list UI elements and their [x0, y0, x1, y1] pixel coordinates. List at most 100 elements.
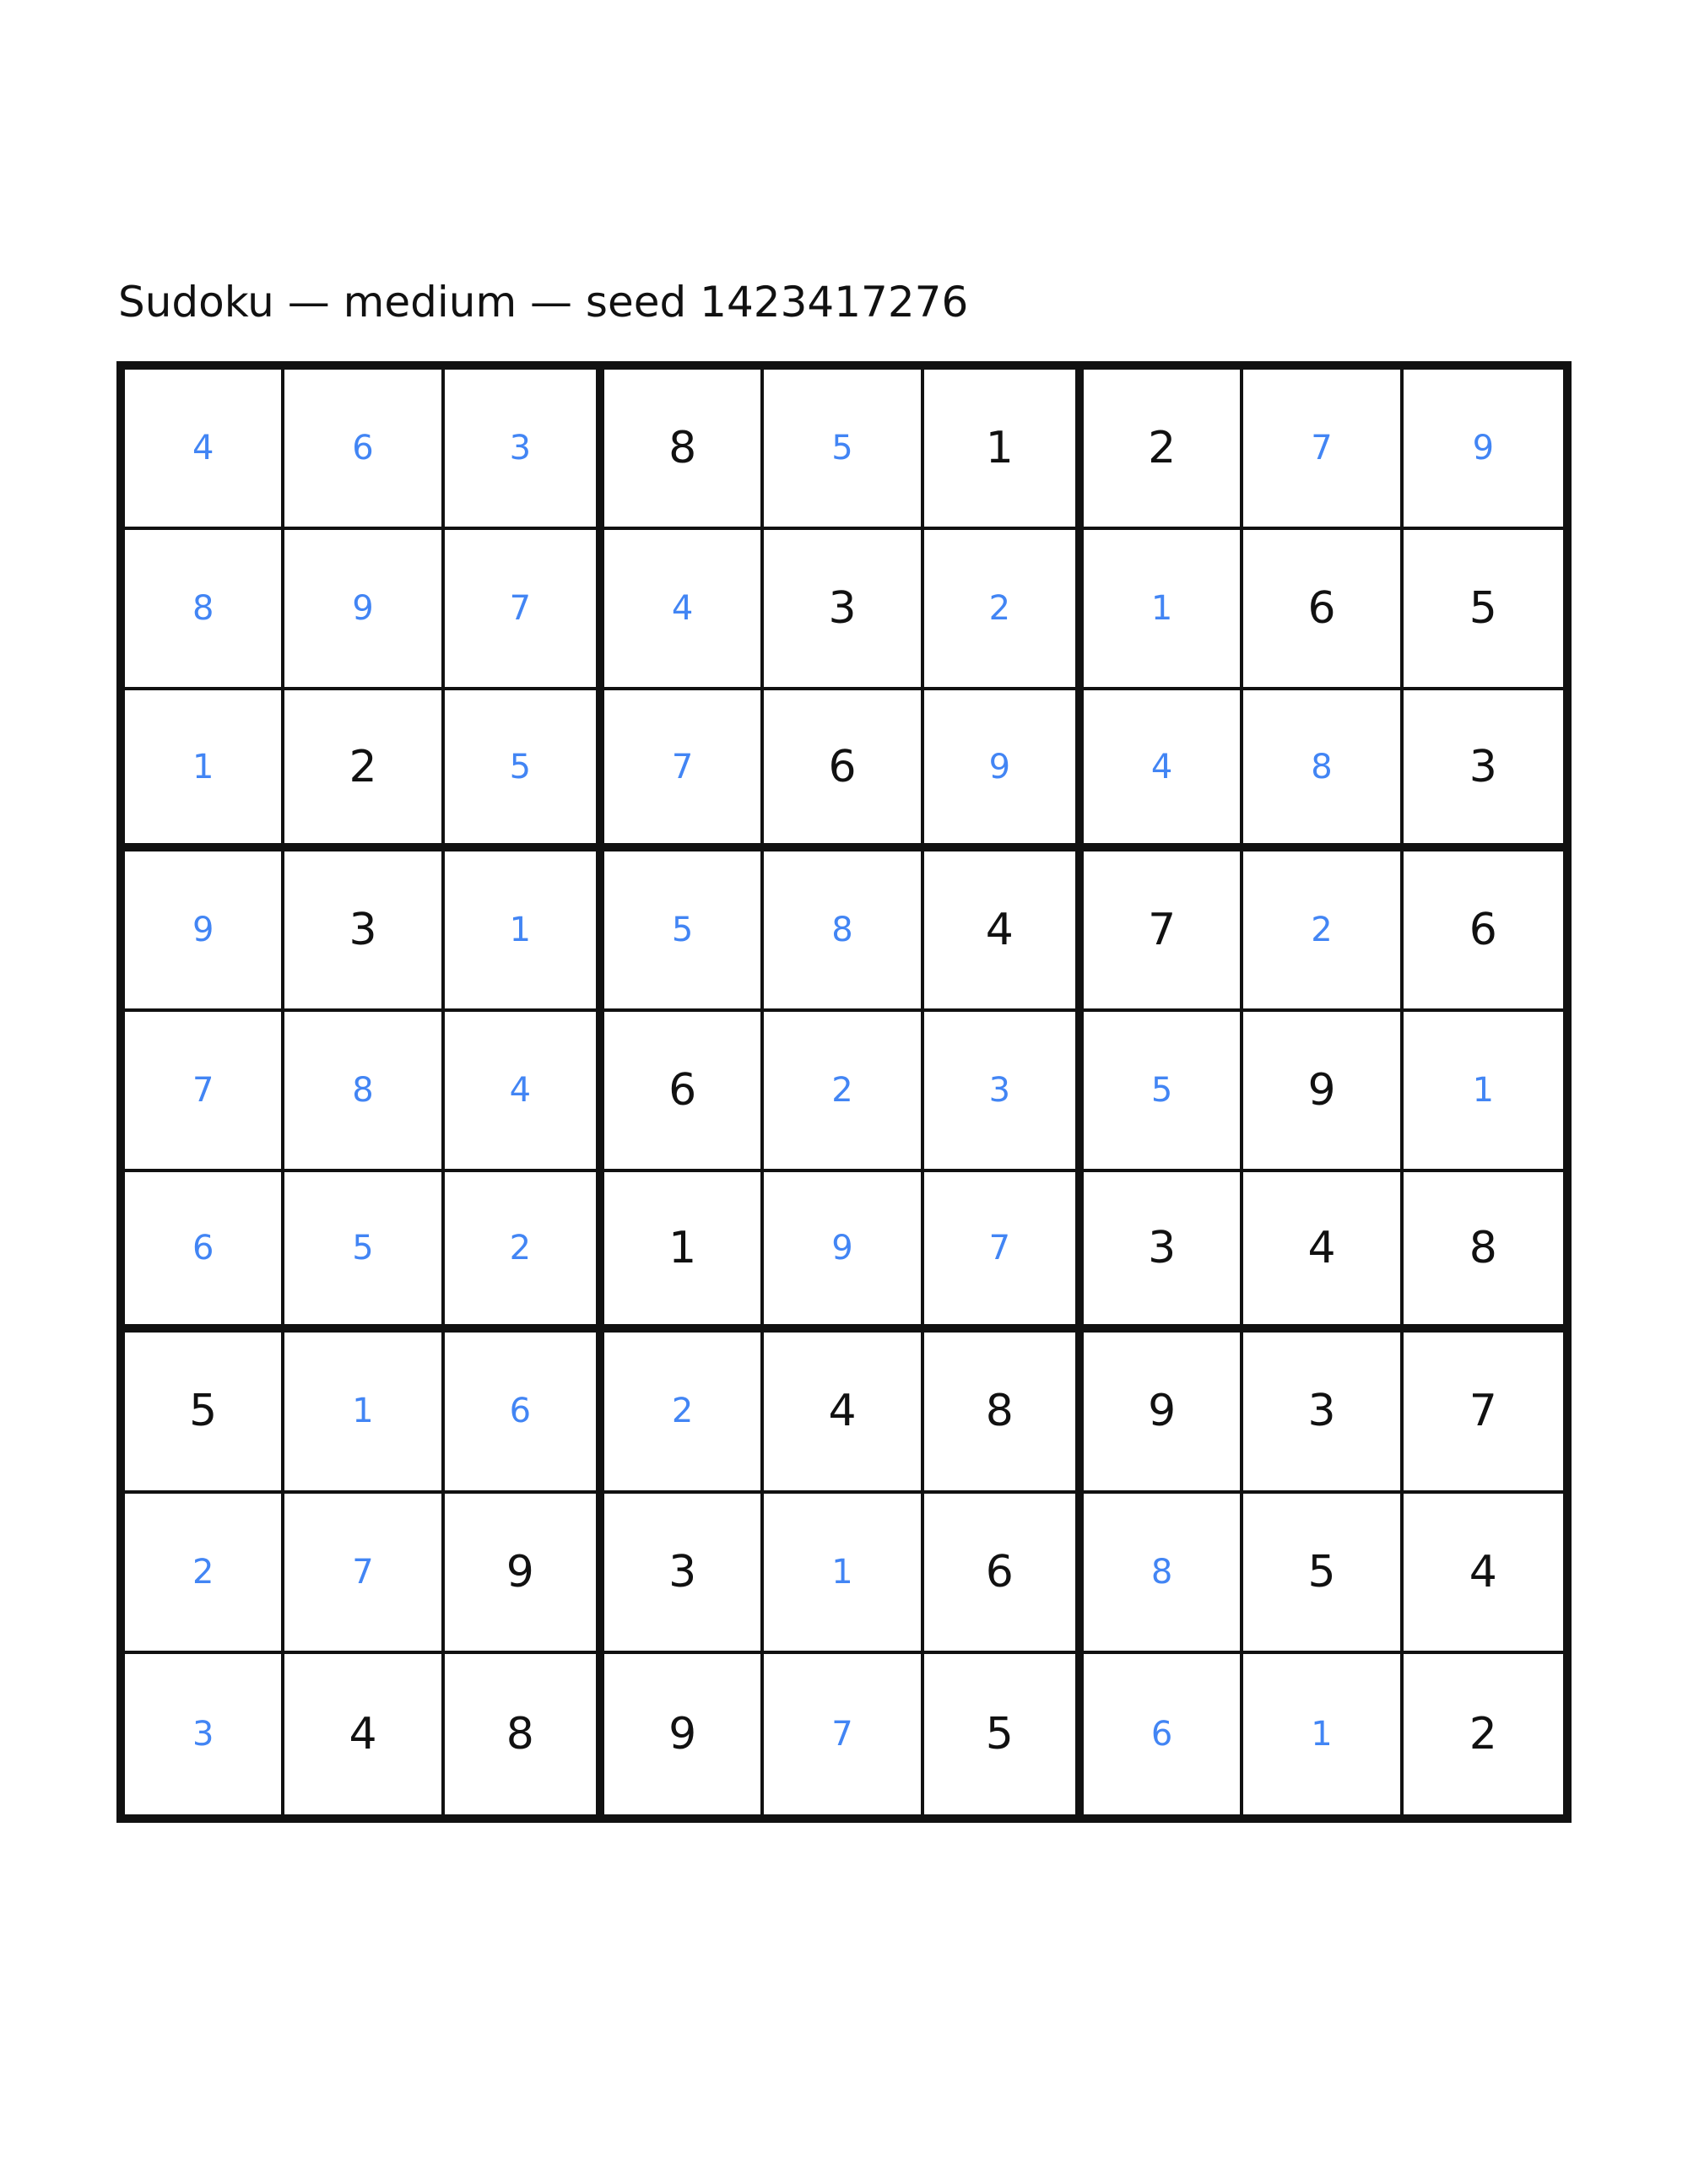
- given-digit: 5: [1469, 583, 1497, 635]
- solved-digit: 9: [352, 589, 374, 629]
- sudoku-cell: 7: [444, 530, 604, 691]
- sudoku-cell: 8: [764, 851, 924, 1012]
- sudoku-cell: 7: [1403, 1333, 1563, 1494]
- solved-digit: 1: [1150, 589, 1173, 629]
- solved-digit: 3: [192, 1714, 214, 1754]
- sudoku-cell: 6: [1243, 530, 1404, 691]
- sudoku-cell: 1: [444, 851, 604, 1012]
- given-digit: 6: [1307, 583, 1336, 635]
- solved-digit: 7: [509, 589, 532, 629]
- sudoku-cell: 2: [1403, 1653, 1563, 1814]
- sudoku-cell: 7: [284, 1493, 445, 1654]
- sudoku-cell: 2: [444, 1172, 604, 1333]
- solved-digit: 4: [671, 589, 694, 629]
- sudoku-cell: 4: [284, 1653, 445, 1814]
- sudoku-cell: 1: [603, 1172, 765, 1333]
- sudoku-cell: 1: [284, 1333, 445, 1494]
- sudoku-cell: 6: [603, 1011, 765, 1173]
- solved-digit: 4: [192, 429, 214, 468]
- solved-digit: 3: [988, 1070, 1011, 1110]
- sudoku-cell: 9: [1083, 1333, 1244, 1494]
- sudoku-cell: 5: [603, 851, 765, 1012]
- sudoku-cell: 5: [1083, 1011, 1244, 1173]
- sudoku-cell: 9: [444, 1493, 604, 1654]
- sudoku-cell: 8: [1403, 1172, 1563, 1333]
- solved-digit: 2: [671, 1392, 694, 1431]
- given-digit: 3: [349, 904, 377, 955]
- sudoku-cell: 2: [923, 530, 1084, 691]
- sudoku-cell: 6: [1403, 851, 1563, 1012]
- sudoku-cell: 9: [764, 1172, 924, 1333]
- sudoku-cell: 3: [284, 851, 445, 1012]
- solved-digit: 1: [192, 747, 214, 787]
- sudoku-cell: 1: [1083, 530, 1244, 691]
- given-digit: 7: [1469, 1386, 1497, 1437]
- sudoku-cell: 6: [125, 1172, 285, 1333]
- sudoku-cell: 2: [603, 1333, 765, 1494]
- solved-digit: 2: [831, 1070, 853, 1110]
- sudoku-cell: 4: [444, 1011, 604, 1173]
- given-digit: 6: [828, 741, 857, 792]
- given-digit: 8: [668, 423, 697, 474]
- sudoku-cell: 5: [1243, 1493, 1404, 1654]
- sudoku-cell: 3: [1403, 690, 1563, 851]
- sudoku-cell: 2: [1243, 851, 1404, 1012]
- sudoku-cell: 6: [444, 1333, 604, 1494]
- sudoku-cell: 5: [1403, 530, 1563, 691]
- given-digit: 6: [985, 1546, 1014, 1597]
- given-digit: 2: [1148, 423, 1177, 474]
- sudoku-cell: 1: [125, 690, 285, 851]
- sudoku-cell: 4: [1403, 1493, 1563, 1654]
- solved-digit: 2: [1311, 910, 1333, 949]
- sudoku-cell: 7: [1243, 370, 1404, 531]
- given-digit: 8: [1469, 1223, 1497, 1274]
- sudoku-cell: 1: [764, 1493, 924, 1654]
- sudoku-cell: 9: [1403, 370, 1563, 531]
- solved-digit: 1: [1311, 1714, 1333, 1754]
- solved-digit: 2: [988, 589, 1011, 629]
- sudoku-cell: 8: [284, 1011, 445, 1173]
- sudoku-cell: 5: [284, 1172, 445, 1333]
- sudoku-cell: 4: [125, 370, 285, 531]
- solved-digit: 5: [671, 910, 694, 949]
- sudoku-cell: 9: [923, 690, 1084, 851]
- solved-digit: 5: [352, 1229, 374, 1268]
- sudoku-cell: 7: [764, 1653, 924, 1814]
- given-digit: 3: [1307, 1386, 1336, 1437]
- given-digit: 8: [506, 1708, 534, 1760]
- solved-digit: 5: [831, 429, 853, 468]
- sudoku-grid: 4 6 3 8 5 1 2 7 9 8 9 7 4 3 2 1 6 5 1 2 5 7 6 9 4 8 3 9 3 1 5 8 4 7 2 6 7 8 4 6…: [116, 361, 1572, 1823]
- given-digit: 2: [349, 741, 377, 792]
- solved-digit: 7: [831, 1714, 853, 1754]
- solved-digit: 6: [509, 1392, 532, 1431]
- sudoku-cell: 2: [1083, 370, 1244, 531]
- sudoku-cell: 3: [764, 530, 924, 691]
- given-digit: 9: [1148, 1386, 1177, 1437]
- solved-digit: 7: [352, 1552, 374, 1592]
- solved-digit: 3: [509, 429, 532, 468]
- given-digit: 4: [1469, 1546, 1497, 1597]
- sudoku-cell: 2: [764, 1011, 924, 1173]
- sudoku-cell: 8: [603, 370, 765, 531]
- sudoku-cell: 5: [125, 1333, 285, 1494]
- sudoku-cell: 3: [444, 370, 604, 531]
- given-digit: 3: [828, 583, 857, 635]
- given-digit: 1: [668, 1223, 697, 1274]
- given-digit: 5: [985, 1708, 1014, 1760]
- solved-digit: 7: [988, 1229, 1011, 1268]
- sudoku-cell: 9: [1243, 1011, 1404, 1173]
- given-digit: 3: [1469, 741, 1497, 792]
- given-digit: 4: [349, 1708, 377, 1760]
- sudoku-cell: 2: [125, 1493, 285, 1654]
- solved-digit: 9: [831, 1229, 853, 1268]
- given-digit: 5: [189, 1386, 218, 1437]
- sudoku-cell: 1: [923, 370, 1084, 531]
- given-digit: 9: [506, 1546, 534, 1597]
- sudoku-cell: 6: [1083, 1653, 1244, 1814]
- solved-digit: 6: [352, 429, 374, 468]
- sudoku-cell: 9: [125, 851, 285, 1012]
- solved-digit: 2: [509, 1229, 532, 1268]
- sudoku-cell: 8: [1083, 1493, 1244, 1654]
- sudoku-cell: 4: [923, 851, 1084, 1012]
- given-digit: 7: [1148, 904, 1177, 955]
